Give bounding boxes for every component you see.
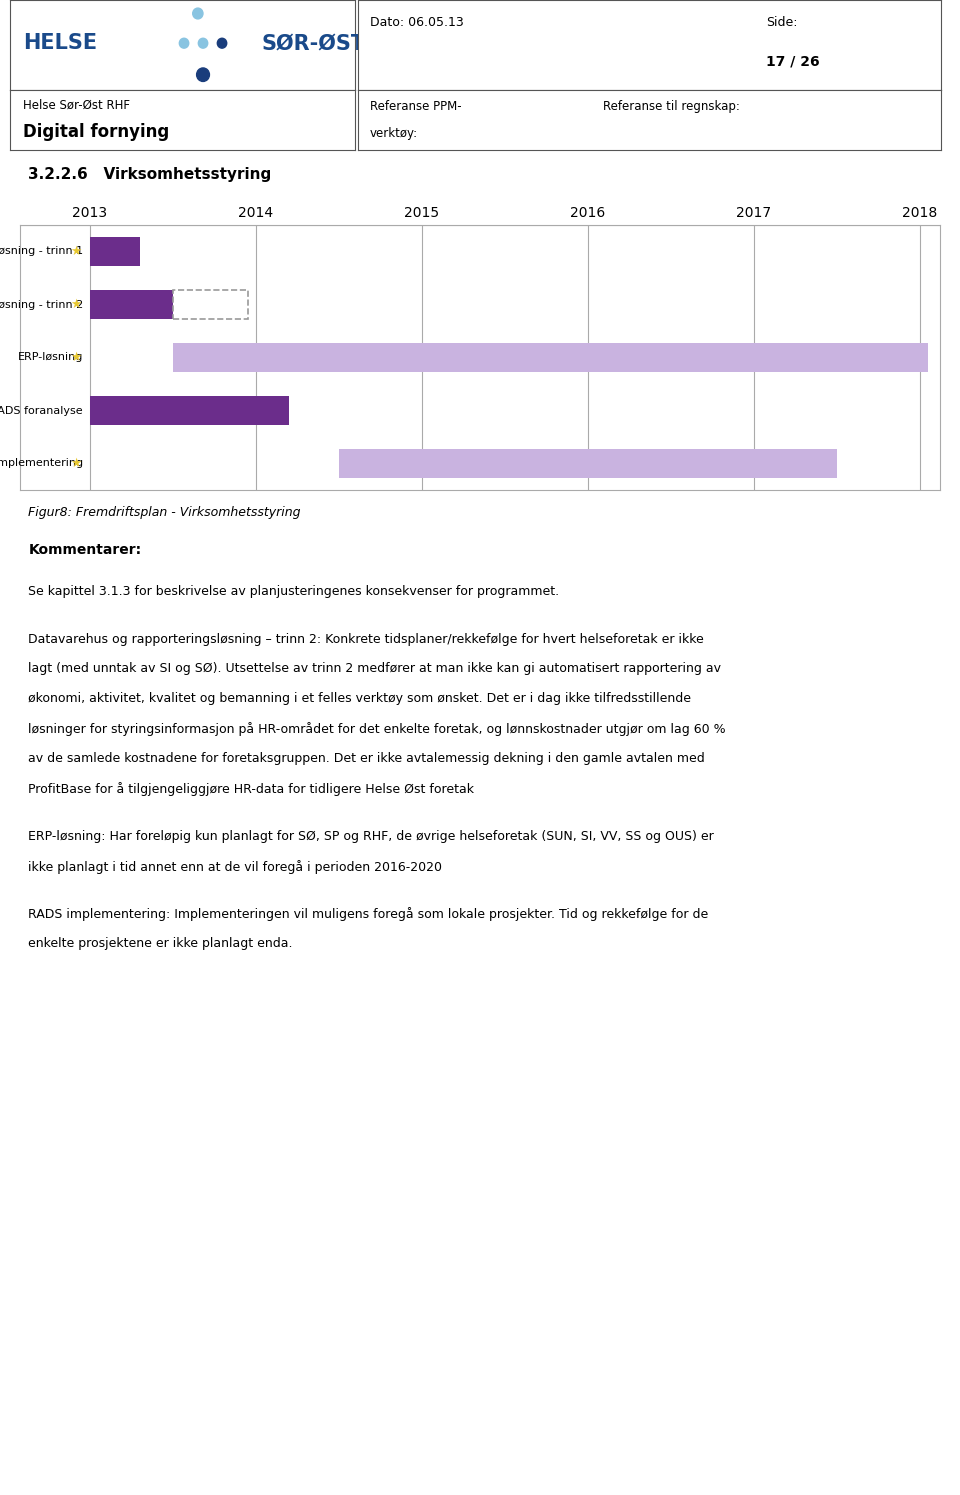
Text: RADS implementering: RADS implementering <box>0 459 84 468</box>
Text: ERP-løsning: ERP-løsning <box>17 353 84 362</box>
Text: Se kapittel 3.1.3 for beskrivelse av planjusteringenes konsekvenser for programm: Se kapittel 3.1.3 for beskrivelse av pla… <box>29 585 560 598</box>
Text: verktøy:: verktøy: <box>370 127 418 139</box>
Text: Referanse PPM-: Referanse PPM- <box>370 100 462 114</box>
Text: Figur8: Fremdriftsplan - Virksomhetsstyring: Figur8: Fremdriftsplan - Virksomhetsstyr… <box>29 505 300 519</box>
Text: ikke planlagt i tid annet enn at de vil foregå i perioden 2016-2020: ikke planlagt i tid annet enn at de vil … <box>29 860 443 873</box>
Text: ★: ★ <box>70 298 82 311</box>
Bar <box>89 236 139 266</box>
Text: Side:: Side: <box>766 16 798 28</box>
Text: Datavarehus og rapporteringsløsning - trinn 2: Datavarehus og rapporteringsløsning - tr… <box>0 299 84 309</box>
Ellipse shape <box>217 39 227 48</box>
Text: Datavarehus og rapporteringsløsning - trinn 1: Datavarehus og rapporteringsløsning - tr… <box>0 247 84 257</box>
Ellipse shape <box>193 7 203 19</box>
Ellipse shape <box>180 39 189 48</box>
Text: ★: ★ <box>70 457 82 469</box>
Text: enkelte prosjektene er ikke planlagt enda.: enkelte prosjektene er ikke planlagt end… <box>29 937 293 951</box>
Text: ★: ★ <box>70 351 82 363</box>
Text: økonomi, aktivitet, kvalitet og bemanning i et felles verktøy som ønsket. Det er: økonomi, aktivitet, kvalitet og bemannin… <box>29 692 691 706</box>
Bar <box>89 290 173 318</box>
Text: RADS implementering: Implementeringen vil muligens foregå som lokale prosjekter.: RADS implementering: Implementeringen vi… <box>29 907 708 921</box>
Text: av de samlede kostnadene for foretaksgruppen. Det er ikke avtalemessig dekning i: av de samlede kostnadene for foretaksgru… <box>29 752 706 765</box>
Text: ERP-løsning: Har foreløpig kun planlagt for SØ, SP og RHF, de øvrige helseforeta: ERP-løsning: Har foreløpig kun planlagt … <box>29 830 714 843</box>
Text: lagt (med unntak av SI og SØ). Utsettelse av trinn 2 medfører at man ikke kan gi: lagt (med unntak av SI og SØ). Utsettels… <box>29 662 721 676</box>
Ellipse shape <box>199 39 207 48</box>
Text: RADS foranalyse: RADS foranalyse <box>0 405 84 416</box>
Ellipse shape <box>197 67 209 81</box>
Text: 3.2.2.6   Virksomhetsstyring: 3.2.2.6 Virksomhetsstyring <box>29 167 272 182</box>
Text: ProfitBase for å tilgjengeliggjøre HR-data for tidligere Helse Øst foretak: ProfitBase for å tilgjengeliggjøre HR-da… <box>29 782 474 795</box>
Text: SØR-ØST: SØR-ØST <box>262 33 366 54</box>
Text: Kommentarer:: Kommentarer: <box>29 543 141 558</box>
Bar <box>339 448 837 478</box>
Bar <box>173 342 928 372</box>
Text: Digital fornying: Digital fornying <box>23 123 170 141</box>
Text: Dato: 06.05.13: Dato: 06.05.13 <box>370 16 464 28</box>
Text: HELSE: HELSE <box>23 33 98 54</box>
Text: Helse Sør-Øst RHF: Helse Sør-Øst RHF <box>23 99 131 112</box>
Text: løsninger for styringsinformasjon på HR-området for det enkelte foretak, og lønn: løsninger for styringsinformasjon på HR-… <box>29 722 726 736</box>
Bar <box>89 396 289 425</box>
Text: Referanse til regnskap:: Referanse til regnskap: <box>603 100 739 114</box>
Text: 17 / 26: 17 / 26 <box>766 54 820 69</box>
Bar <box>173 290 248 318</box>
Text: Datavarehus og rapporteringsløsning – trinn 2: Konkrete tidsplaner/rekkefølge fo: Datavarehus og rapporteringsløsning – tr… <box>29 632 705 646</box>
Text: ★: ★ <box>70 245 82 259</box>
